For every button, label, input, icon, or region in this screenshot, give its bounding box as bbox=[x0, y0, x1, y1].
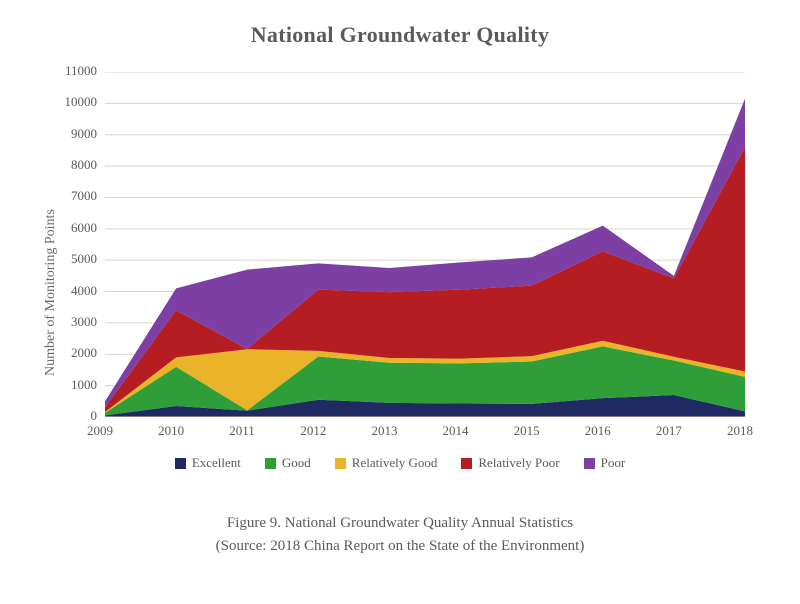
y-axis-label: Number of Monitoring Points bbox=[43, 209, 59, 376]
legend-item: Relatively Poor bbox=[461, 455, 559, 471]
legend-label: Poor bbox=[601, 455, 626, 471]
chart-title: National Groundwater Quality bbox=[0, 0, 800, 54]
y-tick-label: 6000 bbox=[71, 220, 97, 236]
chart-container: National Groundwater Quality Number of M… bbox=[0, 0, 800, 604]
y-tick-label: 4000 bbox=[71, 283, 97, 299]
x-tick-label: 2015 bbox=[514, 423, 540, 439]
legend-item: Poor bbox=[584, 455, 626, 471]
legend-label: Good bbox=[282, 455, 311, 471]
legend-swatch bbox=[335, 458, 346, 469]
legend-item: Relatively Good bbox=[335, 455, 438, 471]
y-tick-label: 5000 bbox=[71, 251, 97, 267]
x-tick-label: 2016 bbox=[585, 423, 611, 439]
x-tick-label: 2013 bbox=[371, 423, 397, 439]
y-tick-label: 0 bbox=[91, 408, 98, 424]
legend-label: Excellent bbox=[192, 455, 241, 471]
legend: Excellent Good Relatively Good Relatively P… bbox=[0, 455, 800, 471]
y-tick-label: 9000 bbox=[71, 126, 97, 142]
y-tick-label: 2000 bbox=[71, 345, 97, 361]
legend-item: Good bbox=[265, 455, 311, 471]
stacked-area-svg bbox=[105, 72, 745, 417]
caption-line-2: (Source: 2018 China Report on the State … bbox=[0, 535, 800, 558]
y-tick-label: 10000 bbox=[65, 94, 98, 110]
y-tick-label: 3000 bbox=[71, 314, 97, 330]
x-tick-label: 2010 bbox=[158, 423, 184, 439]
x-tick-label: 2011 bbox=[229, 423, 255, 439]
legend-swatch bbox=[461, 458, 472, 469]
y-tick-label: 1000 bbox=[71, 377, 97, 393]
x-tick-label: 2012 bbox=[300, 423, 326, 439]
x-tick-label: 2014 bbox=[443, 423, 469, 439]
caption-line-1: Figure 9. National Groundwater Quality A… bbox=[0, 512, 800, 535]
y-tick-label: 11000 bbox=[65, 63, 97, 79]
x-tick-label: 2018 bbox=[727, 423, 753, 439]
legend-swatch bbox=[265, 458, 276, 469]
legend-swatch bbox=[175, 458, 186, 469]
x-tick-label: 2009 bbox=[87, 423, 113, 439]
y-tick-label: 8000 bbox=[71, 157, 97, 173]
legend-label: Relatively Good bbox=[352, 455, 438, 471]
legend-item: Excellent bbox=[175, 455, 241, 471]
figure-caption: Figure 9. National Groundwater Quality A… bbox=[0, 512, 800, 557]
legend-label: Relatively Poor bbox=[478, 455, 559, 471]
plot-area: Number of Monitoring Points 010002000300… bbox=[105, 72, 745, 417]
legend-swatch bbox=[584, 458, 595, 469]
y-tick-label: 7000 bbox=[71, 188, 97, 204]
x-tick-label: 2017 bbox=[656, 423, 682, 439]
